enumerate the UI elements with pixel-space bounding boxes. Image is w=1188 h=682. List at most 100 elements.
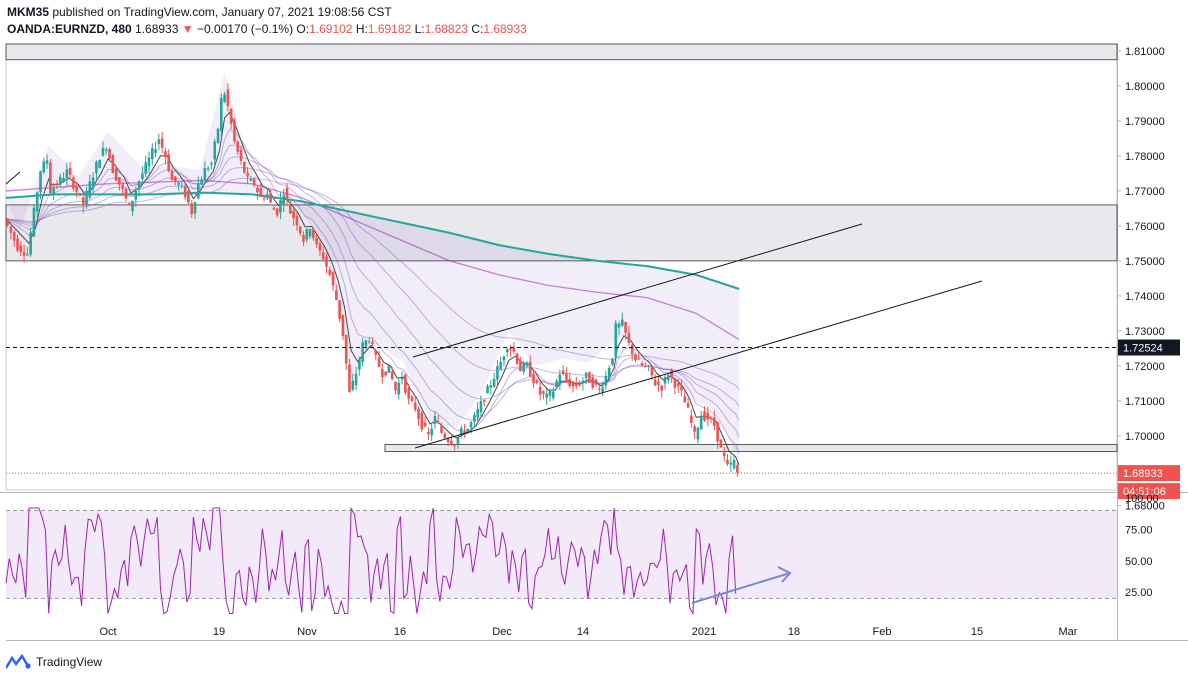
candle-body — [436, 422, 440, 424]
candle-body — [243, 161, 246, 173]
candle-body — [154, 149, 157, 153]
candle-body — [653, 379, 657, 386]
candle-body — [555, 380, 558, 388]
candle-body — [91, 177, 95, 189]
candle-body — [6, 218, 9, 226]
candle-body — [262, 198, 266, 200]
rsi-trend-arrow — [691, 572, 791, 604]
candle-body — [29, 232, 32, 255]
candle-body — [486, 386, 489, 394]
price-tick-label: 1.72000 — [1125, 361, 1165, 373]
candle-body — [101, 147, 105, 156]
candle-body — [502, 356, 506, 361]
candle-body — [630, 344, 634, 355]
candle-body — [190, 203, 194, 215]
candle-body — [509, 348, 512, 350]
candle-body — [578, 383, 581, 386]
candle-body — [78, 192, 82, 194]
candle-body — [404, 374, 407, 393]
candle-body — [167, 154, 171, 172]
candle-body — [282, 195, 286, 205]
price-tick-label: 1.75000 — [1125, 256, 1165, 268]
candle-body — [256, 187, 259, 193]
candle-body — [150, 148, 154, 160]
candle-body — [640, 363, 644, 366]
candle-body — [673, 379, 677, 388]
candle-body — [683, 396, 687, 403]
candle-body — [183, 186, 187, 198]
candle-body — [430, 428, 433, 436]
candle-body — [535, 380, 539, 384]
price-tick-label: 1.68000 — [1125, 501, 1165, 513]
candle-body — [565, 373, 568, 380]
candle-body — [219, 98, 223, 132]
candle-body — [16, 238, 19, 251]
candle-body — [525, 362, 529, 367]
time-tick-label: Oct — [99, 626, 116, 638]
candle-body — [440, 425, 443, 433]
candle-body — [496, 366, 499, 380]
candle-body — [617, 323, 621, 328]
candle-body — [456, 437, 460, 445]
candle-body — [52, 188, 55, 195]
price-change: −0.00170 (−0.1%) — [197, 22, 294, 36]
time-tick-label: Nov — [297, 626, 317, 638]
line-price-badge-text: 1.72524 — [1123, 342, 1163, 354]
author-name[interactable]: MKM35 — [7, 5, 50, 19]
candle-body — [515, 353, 519, 364]
candle-body — [58, 176, 62, 185]
candle-body — [522, 363, 526, 372]
candle-body — [32, 207, 36, 236]
candle-body — [676, 383, 680, 386]
candle-body — [292, 210, 295, 219]
candle-body — [118, 177, 121, 185]
footer-brand-text[interactable]: TradingView — [36, 655, 103, 669]
ma-ribbon-line — [5, 156, 740, 421]
candle-body — [45, 160, 49, 164]
publish-info: published on TradingView.com, January 07… — [52, 5, 392, 19]
low-value: 1.68823 — [424, 22, 468, 36]
candle-body — [637, 358, 641, 360]
candle-body — [519, 361, 522, 372]
candle-body — [446, 438, 450, 443]
candle-body — [108, 149, 111, 159]
time-tick-label: Dec — [492, 626, 512, 638]
candle-body — [476, 409, 479, 418]
candle-body — [180, 185, 184, 187]
candle-body — [177, 182, 180, 185]
candle-body — [450, 440, 453, 445]
candle-body — [545, 393, 549, 398]
time-tick-label: Mar — [1059, 626, 1078, 638]
candle-body — [75, 186, 78, 192]
candle-body — [269, 193, 272, 203]
last-price-badge — [1118, 465, 1180, 482]
candle-body — [216, 128, 220, 143]
candle-body — [413, 402, 417, 410]
rsi-tick-label: 75.00 — [1125, 524, 1153, 536]
candle-body — [726, 459, 729, 464]
candle-body — [351, 380, 355, 390]
candle-body — [124, 189, 128, 199]
candle-body — [246, 172, 249, 177]
candle-body — [111, 155, 115, 174]
symbol-name[interactable]: OANDA:EURNZD, 480 — [7, 22, 132, 36]
ma-ribbon-fill — [6, 71, 739, 460]
trendline-fragment — [5, 171, 21, 185]
candle-body — [35, 192, 39, 212]
price-tick-label: 1.73000 — [1125, 326, 1165, 338]
candle-body — [302, 235, 305, 243]
candle-body — [144, 162, 147, 174]
horizontal-zone — [5, 43, 1118, 61]
low-label: L: — [414, 22, 425, 36]
time-tick-label: 16 — [394, 626, 406, 638]
candle-body — [706, 412, 710, 420]
candle-body — [384, 371, 387, 376]
candle-body — [298, 226, 302, 234]
high-value: 1.69182 — [367, 22, 412, 36]
candle-body — [489, 385, 493, 388]
candle-body — [131, 200, 134, 212]
candle-body — [62, 178, 65, 182]
candle-body — [226, 89, 230, 106]
candle-body — [121, 184, 124, 189]
